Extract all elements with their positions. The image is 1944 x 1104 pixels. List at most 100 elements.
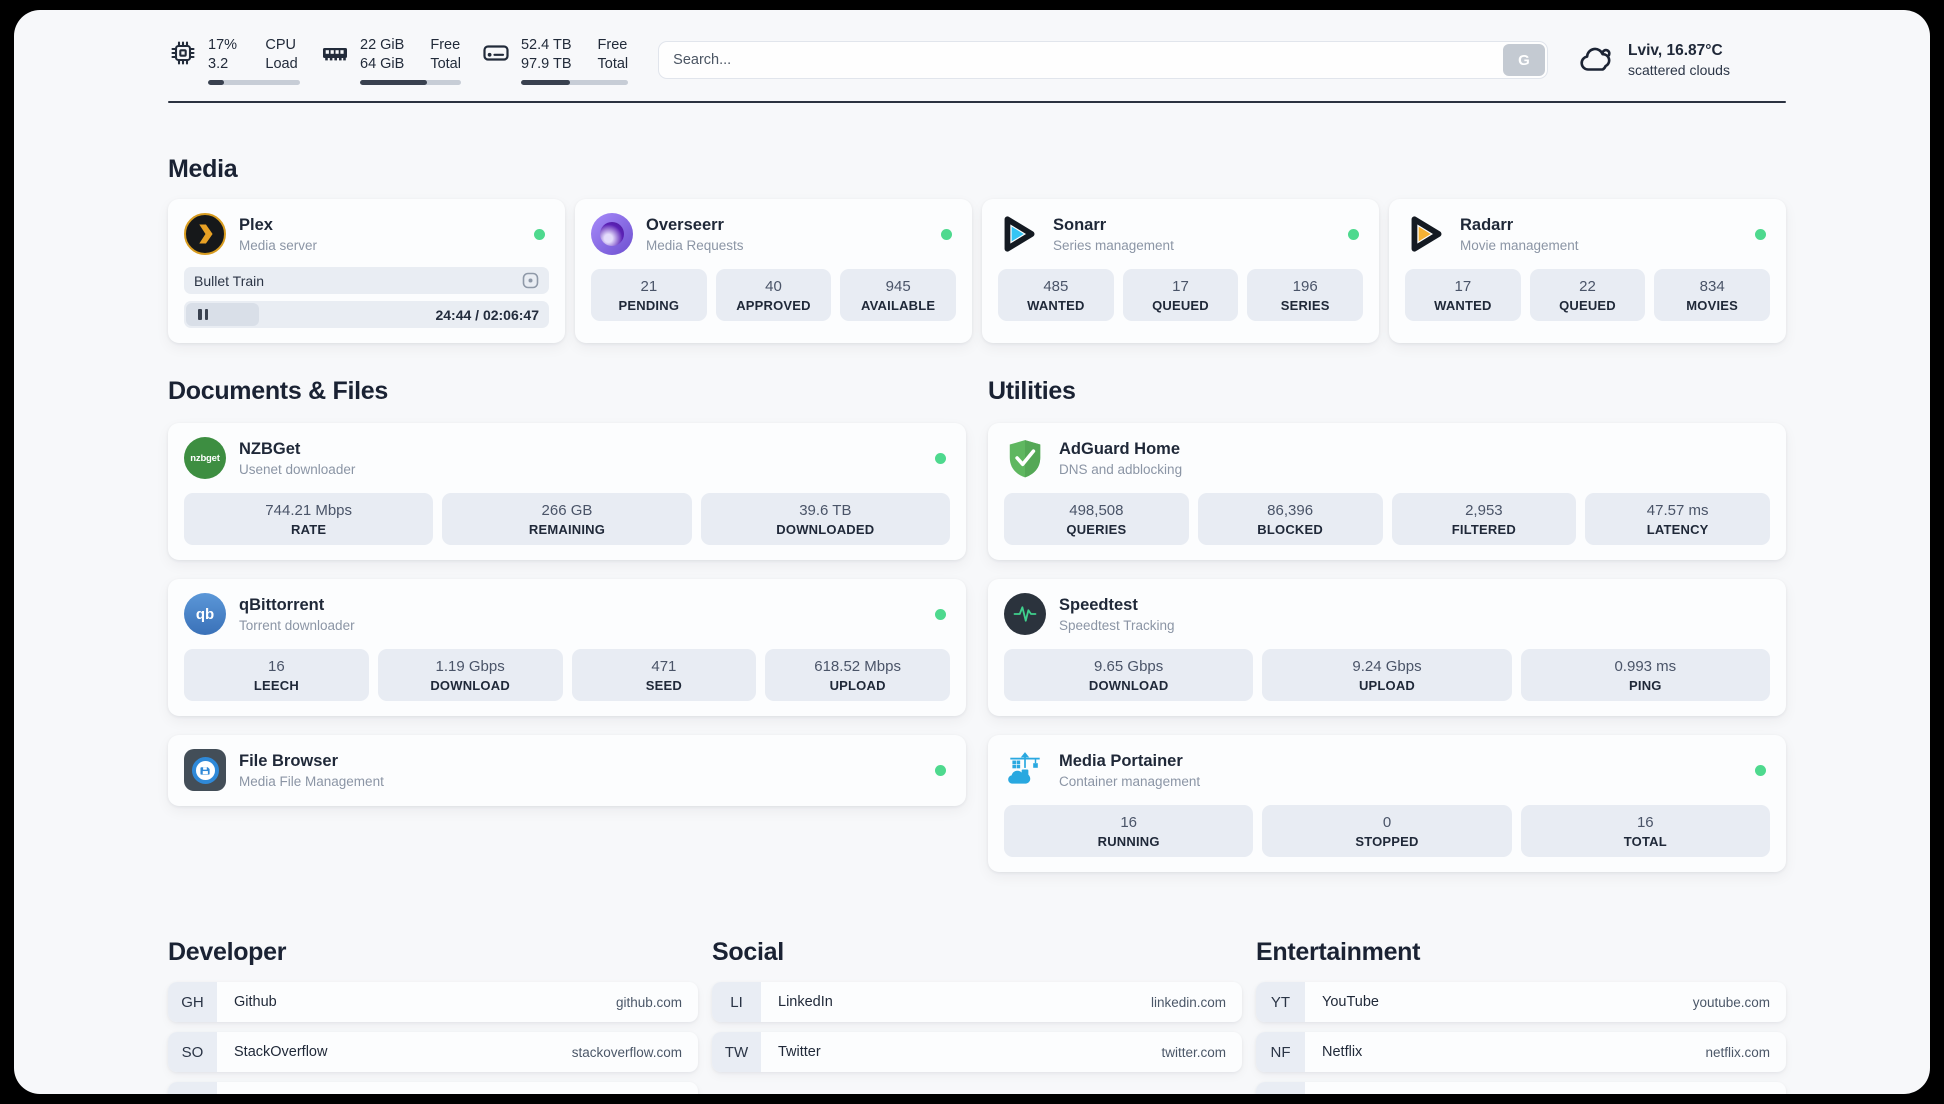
app-name: NZBGet: [239, 440, 301, 459]
app-name: Radarr: [1460, 216, 1514, 235]
status-dot: [1755, 228, 1766, 240]
stat-tile: 39.6 TB DOWNLOADED: [700, 493, 950, 546]
stat-tile: 86,396 BLOCKED: [1197, 493, 1383, 546]
portainer-icon: [1004, 749, 1046, 791]
bookmark-url: youtube.com: [1692, 994, 1770, 1010]
app-card-qbittorrent[interactable]: qb qBittorrent Torrent downloader 16 LEE…: [168, 579, 966, 717]
stat-tile: 471 SEED: [571, 649, 757, 702]
stat-tile: 22 QUEUED: [1529, 269, 1646, 322]
disk-icon: [483, 45, 509, 61]
bookmark-name: Github: [234, 994, 277, 1011]
app-card-speedtest[interactable]: Speedtest Speedtest Tracking 9.65 Gbps D…: [988, 579, 1786, 717]
bookmark-abbr: RE: [1256, 1082, 1305, 1094]
plex-icon: [184, 213, 226, 256]
status-dot: [1755, 764, 1766, 776]
app-card-overseerr[interactable]: Overseerr Media Requests 21 PENDING 40 A…: [575, 199, 972, 344]
bookmark-abbr: LI: [712, 982, 761, 1023]
bookmark-name: StackOverflow: [234, 1044, 328, 1061]
now-playing-title: Bullet Train: [194, 272, 265, 289]
bookmark-dev[interactable]: DT DEV dev.to: [168, 1082, 698, 1094]
section-documents: Documents & Files nzbget NZBGet Usenet d…: [168, 377, 966, 807]
stat-tile: 47.57 ms LATENCY: [1585, 493, 1770, 546]
bookmark-twitter[interactable]: TW Twitter twitter.com: [712, 1032, 1242, 1073]
stat-tile: 0.993 ms PING: [1520, 649, 1770, 702]
app-desc: Media Requests: [646, 238, 744, 253]
bookmark-netflix[interactable]: NF Netflix netflix.com: [1256, 1032, 1786, 1073]
overseerr-icon: [591, 213, 633, 256]
stat-tile: 40 APPROVED: [715, 269, 832, 322]
app-desc: Movie management: [1460, 238, 1579, 253]
status-dot: [935, 452, 946, 464]
pause-icon[interactable]: [198, 309, 208, 321]
stat-tile: 834 MOVIES: [1654, 269, 1770, 322]
app-card-radarr[interactable]: Radarr Movie management 17 WANTED 22 QUE…: [1389, 199, 1786, 344]
app-desc: Series management: [1053, 238, 1174, 253]
app-card-adguard[interactable]: AdGuard Home DNS and adblocking 498,508 …: [988, 423, 1786, 561]
radarr-icon: [1405, 213, 1447, 255]
section-title-social: Social: [712, 938, 784, 967]
app-desc: Media File Management: [239, 774, 384, 789]
app-card-portainer[interactable]: Media Portainer Container management 16 …: [988, 735, 1786, 873]
stat-tile: 945 AVAILABLE: [840, 269, 956, 322]
stat-tile: 1.19 Gbps DOWNLOAD: [377, 649, 563, 702]
bookmark-url: github.com: [615, 994, 682, 1010]
app-name: Media Portainer: [1059, 752, 1183, 771]
app-name: AdGuard Home: [1059, 440, 1181, 459]
stat-tile: 16 TOTAL: [1520, 805, 1770, 858]
bookmark-url: netflix.com: [1705, 1044, 1770, 1060]
bookmark-abbr: SO: [168, 1032, 217, 1073]
stat-tile: 266 GB REMAINING: [442, 493, 692, 546]
app-name: Speedtest: [1059, 596, 1138, 615]
ram-total-label: Total: [430, 55, 461, 72]
bookmark-name: Netflix: [1322, 1044, 1363, 1061]
weather-location-temp: Lviv, 16.87°C: [1628, 42, 1723, 60]
filebrowser-icon: [184, 749, 226, 792]
app-desc: Container management: [1059, 774, 1201, 789]
disk-stat: 52.4 TB Free 97.9 TB Total: [481, 36, 629, 85]
search-input[interactable]: [658, 41, 1548, 80]
section-title-utilities: Utilities: [988, 377, 1076, 406]
disc-icon[interactable]: [522, 272, 539, 289]
cpu-value: 17%: [208, 37, 238, 53]
stat-tile: 16 RUNNING: [1004, 805, 1254, 858]
cpu-value2: 3.2: [208, 55, 229, 72]
app-name: qBittorrent: [239, 596, 325, 615]
stat-tile: 2,953 FILTERED: [1391, 493, 1577, 546]
app-card-filebrowser[interactable]: File Browser Media File Management: [168, 735, 966, 807]
bookmark-url: linkedin.com: [1150, 994, 1226, 1010]
stat-tile: 196 SERIES: [1247, 269, 1363, 322]
search-engine-button[interactable]: G: [1503, 44, 1545, 77]
app-desc: Torrent downloader: [239, 618, 355, 633]
bookmark-linkedin[interactable]: LI LinkedIn linkedin.com: [712, 982, 1242, 1023]
stat-tile: 744.21 Mbps RATE: [184, 493, 434, 546]
section-developer: Developer GH Github github.com SO StackO…: [168, 938, 698, 1094]
cpu-icon: [171, 41, 195, 65]
app-card-nzbget[interactable]: nzbget NZBGet Usenet downloader 744.21 M…: [168, 423, 966, 561]
adguard-icon: [1004, 437, 1046, 479]
bookmark-url: twitter.com: [1161, 1044, 1226, 1060]
stat-tile: 17 QUEUED: [1122, 269, 1239, 322]
bookmark-youtube[interactable]: YT YouTube youtube.com: [1256, 982, 1786, 1023]
bookmark-reddit[interactable]: RE Reddit reddit.com: [1256, 1082, 1786, 1094]
status-dot: [534, 228, 545, 240]
header-divider: [168, 100, 1786, 104]
section-social: Social LI LinkedIn linkedin.com TW Twitt…: [712, 938, 1242, 1094]
bookmark-github[interactable]: GH Github github.com: [168, 982, 698, 1023]
ram-free: 22 GiB: [360, 37, 405, 53]
app-desc: DNS and adblocking: [1059, 462, 1183, 477]
cpu-label2: Load: [265, 55, 298, 72]
bookmark-stackoverflow[interactable]: SO StackOverflow stackoverflow.com: [168, 1032, 698, 1073]
app-card-plex[interactable]: Plex Media server Bullet Train: [168, 199, 565, 344]
bookmark-name: Twitter: [778, 1044, 821, 1061]
stat-tile: 485 WANTED: [998, 269, 1114, 322]
bookmark-abbr: YT: [1256, 982, 1305, 1023]
nzbget-icon: nzbget: [184, 437, 226, 480]
disk-total: 97.9 TB: [520, 55, 572, 72]
stat-tile: 498,508 QUERIES: [1004, 493, 1189, 546]
app-name: Sonarr: [1053, 216, 1107, 235]
app-card-sonarr[interactable]: Sonarr Series management 485 WANTED 17 Q…: [982, 199, 1379, 344]
ram-progress-bar: [360, 79, 461, 85]
app-desc: Speedtest Tracking: [1059, 618, 1175, 633]
bookmark-abbr: GH: [168, 982, 217, 1023]
stat-tile: 21 PENDING: [591, 269, 707, 322]
